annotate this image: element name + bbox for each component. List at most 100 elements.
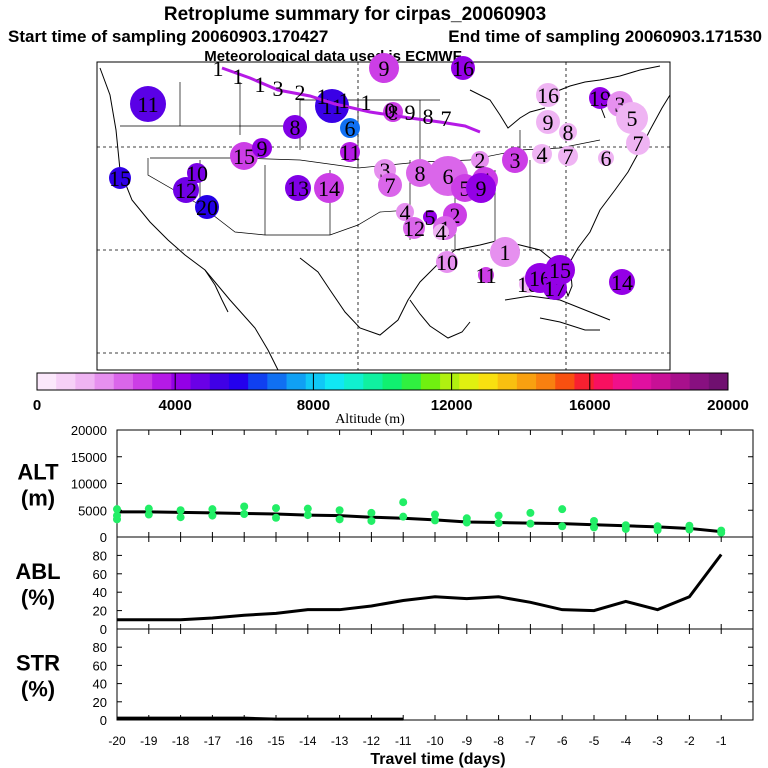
plume-marker xyxy=(230,142,258,170)
particle-point xyxy=(653,526,662,535)
plume-marker xyxy=(536,110,560,134)
colorbar-swatch xyxy=(363,373,383,390)
plume-marker-label: 5 xyxy=(425,205,436,230)
map-markers: 1115121020159813141161193786235424511210… xyxy=(109,53,650,301)
x-tick-label: -17 xyxy=(204,734,222,748)
plume-marker xyxy=(396,203,414,221)
plume-marker-label: 9 xyxy=(257,136,268,161)
series-line xyxy=(117,716,404,721)
particle-point xyxy=(494,519,503,528)
end-time-label: End time of sampling 20060903.171530 xyxy=(448,27,762,46)
x-tick-label: -8 xyxy=(493,734,504,748)
plume-marker-label: 15 xyxy=(549,258,571,283)
plume-marker-label: 3 xyxy=(510,148,521,173)
plume-marker-label: 20 xyxy=(196,195,218,220)
trajectory-label: 1 xyxy=(213,56,224,81)
plume-marker-label: 3 xyxy=(615,92,626,117)
colorbar-swatch xyxy=(75,373,96,390)
colorbar-swatch xyxy=(516,373,537,390)
colorbar-swatch xyxy=(248,373,268,390)
plume-marker xyxy=(471,151,489,169)
x-tick-label: -15 xyxy=(267,734,285,748)
trajectory-label: 1 xyxy=(255,72,266,97)
x-tick-label: -13 xyxy=(331,734,349,748)
panel-frame xyxy=(116,536,754,630)
plume-marker-label: 11 xyxy=(475,263,496,288)
particle-point xyxy=(431,516,439,525)
plume-marker-label: 16 xyxy=(537,83,559,108)
plume-marker xyxy=(478,267,494,283)
particle-point xyxy=(717,528,726,537)
plume-marker xyxy=(545,255,575,285)
plume-marker xyxy=(532,144,552,164)
plume-marker xyxy=(609,269,635,295)
plume-marker xyxy=(626,131,650,155)
particle-point xyxy=(367,508,376,517)
plume-marker-label: 4 xyxy=(400,200,411,225)
plume-marker-label: 6 xyxy=(601,146,612,171)
colorbar-tick-label: 4000 xyxy=(159,397,192,414)
colorbar-swatch xyxy=(459,373,479,390)
colorbar-swatch xyxy=(612,373,633,390)
plume-marker xyxy=(314,173,344,203)
x-axis-label: Travel time (days) xyxy=(370,751,505,768)
colorbar-swatch xyxy=(689,373,710,390)
plume-marker-label: 16 xyxy=(452,56,474,81)
colorbar-swatch xyxy=(209,373,230,390)
colorbar-swatch xyxy=(152,373,172,390)
plume-marker-label: 9 xyxy=(543,110,554,135)
alt-panel: 0 5000 10000 15000 20000 ALT(m) xyxy=(17,423,754,545)
plume-marker-label: 14 xyxy=(318,176,340,201)
x-tick-label: -20 xyxy=(108,734,126,748)
x-tick-label: -9 xyxy=(461,734,472,748)
particle-point xyxy=(303,504,312,513)
plume-marker xyxy=(536,83,560,107)
plume-marker-label: 12 xyxy=(175,178,197,203)
particle-point xyxy=(590,516,598,525)
particle-point xyxy=(144,510,153,519)
colorbar-swatch xyxy=(536,373,556,390)
altitude-colorbar xyxy=(36,372,729,391)
plume-marker xyxy=(466,173,496,203)
trajectory-label: 3 xyxy=(273,76,284,101)
plume-marker-label: 7 xyxy=(633,131,644,156)
colorbar-swatch xyxy=(440,373,460,390)
colorbar-swatch xyxy=(708,373,729,390)
y-tick-label: 60 xyxy=(93,567,107,582)
colorbar-swatch xyxy=(113,373,134,390)
particle-point xyxy=(399,498,408,507)
y-axis-label: ABL xyxy=(15,559,60,584)
particle-point xyxy=(113,515,121,524)
colorbar-swatch xyxy=(228,373,249,390)
trajectory-label: 7 xyxy=(441,106,452,131)
met-data-label: Meteorological data used is ECMWF xyxy=(204,48,462,65)
plume-marker xyxy=(378,173,402,197)
colorbar-swatch xyxy=(401,373,422,390)
plume-marker-label: 10 xyxy=(436,250,458,275)
trajectory-label: 1 xyxy=(361,90,372,115)
plume-marker xyxy=(403,217,425,239)
plume-marker-label: 2 xyxy=(450,203,461,228)
y-axis-unit: (%) xyxy=(21,677,55,702)
plume-marker xyxy=(436,251,458,273)
x-tick-label: -10 xyxy=(426,734,444,748)
x-tick-label: -18 xyxy=(172,734,190,748)
x-tick-label: -6 xyxy=(557,734,568,748)
x-tick-label: -7 xyxy=(525,734,536,748)
y-tick-label: 15000 xyxy=(71,450,107,465)
plume-marker-label: 15 xyxy=(233,144,255,169)
y-axis-label: ALT xyxy=(17,460,59,485)
panel-frame xyxy=(116,628,754,721)
plume-marker xyxy=(130,86,166,122)
plume-marker-label: 1 xyxy=(500,240,511,265)
colorbar-swatch xyxy=(37,373,57,390)
trajectory-line xyxy=(221,66,481,134)
colorbar-swatch xyxy=(286,373,307,390)
plume-marker-label: 15 xyxy=(109,166,131,191)
colorbar-swatch xyxy=(305,373,326,390)
plume-marker xyxy=(451,56,475,80)
x-tick-label: -19 xyxy=(140,734,158,748)
particle-point xyxy=(621,524,630,533)
plume-marker-label: 8 xyxy=(290,115,301,140)
x-tick-label: -4 xyxy=(620,734,631,748)
